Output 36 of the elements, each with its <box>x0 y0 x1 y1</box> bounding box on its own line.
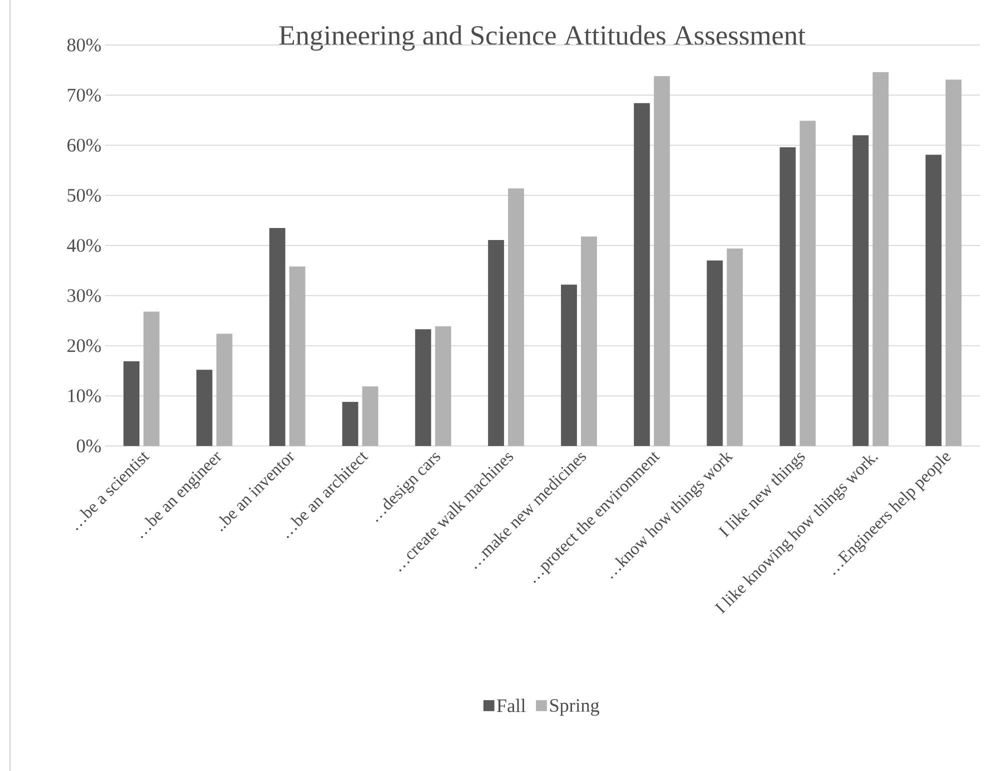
y-tick-label: 70% <box>68 88 101 102</box>
bar <box>654 76 670 446</box>
legend-label: Fall <box>496 698 526 712</box>
bar <box>706 260 723 446</box>
y-tick-label: 40% <box>67 239 101 252</box>
y-tick-label: 30% <box>68 289 101 302</box>
bar <box>435 326 452 446</box>
y-tick-label: 50% <box>68 188 101 202</box>
legend-label: Spring <box>550 699 600 716</box>
bar <box>800 120 816 446</box>
bar <box>780 147 796 446</box>
bar <box>634 103 650 446</box>
bar <box>143 312 160 446</box>
bar <box>269 228 286 446</box>
y-tick-label: 10% <box>68 389 101 402</box>
bar <box>362 386 378 446</box>
y-tick-label: 80% <box>67 38 101 52</box>
bar <box>580 236 597 446</box>
y-tick-label: 60% <box>67 138 101 152</box>
bar <box>488 240 504 446</box>
bar <box>289 266 306 446</box>
bar <box>872 72 889 446</box>
y-tick-label: 20% <box>67 339 101 352</box>
bar <box>946 80 962 446</box>
bar <box>216 334 232 446</box>
bar <box>123 361 140 446</box>
bar <box>415 329 432 446</box>
y-tick-label: 0% <box>76 440 101 452</box>
bar <box>342 402 358 446</box>
bar <box>508 188 524 446</box>
bar <box>560 284 577 446</box>
bar <box>726 248 743 446</box>
bar <box>926 154 942 446</box>
bar <box>196 370 212 446</box>
chart-title: Engineering and Science Attitudes Assessment <box>279 25 806 51</box>
bar <box>852 135 869 446</box>
